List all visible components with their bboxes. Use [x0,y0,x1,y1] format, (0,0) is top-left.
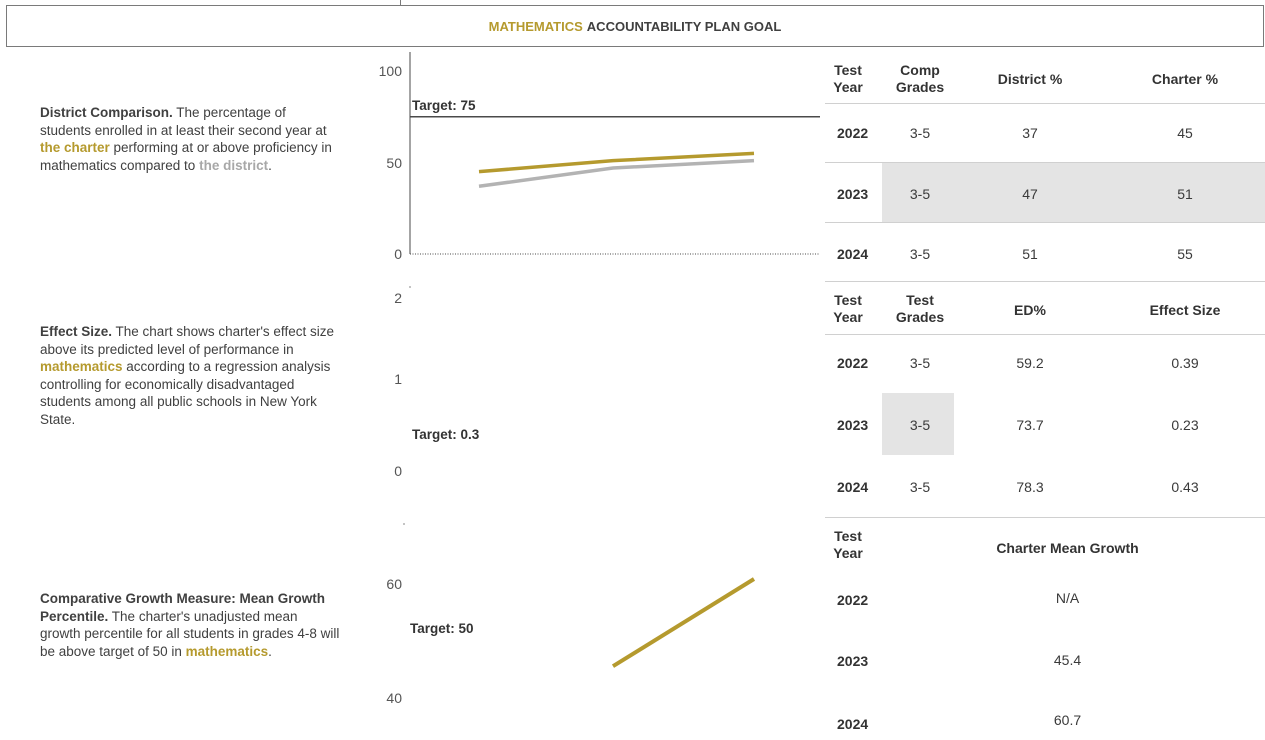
t2-shade-grades [882,393,954,455]
chart1-ytick: 100 [378,63,402,79]
t1-divider [825,162,1265,163]
t3-row-value: 45.4 [1053,652,1082,668]
t3-row-year: 2022 [837,592,869,608]
chart1-district-line [478,158,755,189]
t1-header-year-l2: Year [833,79,863,95]
chart3-ytick: 60 [386,576,402,592]
t3-row-value: 60.7 [1053,712,1082,728]
t1-header-year: Test Year [830,62,866,96]
t2-row-year: 2022 [837,355,869,371]
district-comparison-description: District Comparison. The percentage of s… [40,104,340,174]
t3-row-year: 2024 [837,716,869,732]
t2-header-grades-l1: Test [906,292,934,308]
t2-row-effect: 0.23 [1171,417,1199,433]
desc-text: performing at or above proficiency in ma… [40,140,332,173]
chart1-ytick: 0 [394,246,402,262]
t1-header-district: District % [997,71,1063,87]
t2-divider [825,334,1265,335]
header-title: ACCOUNTABILITY PLAN GOAL [586,18,782,34]
t1-row-district: 51 [1022,246,1038,262]
t2-row-year: 2024 [837,479,869,495]
t3-row-year: 2023 [837,653,869,669]
t1-shade-values [955,163,1265,222]
desc-bold: District Comparison. [40,105,173,120]
chart2-ytick: 1 [394,371,402,387]
t1-shade-grades [882,163,955,222]
t1-row-charter: 51 [1177,186,1193,202]
t1-divider [825,103,1265,104]
t2-row-ed: 78.3 [1016,479,1044,495]
growth-description: Comparative Growth Measure: Mean Growth … [40,590,340,660]
desc-text: The charter's unadjusted mean growth per… [40,608,340,659]
t2-row-ed: 73.7 [1016,417,1044,433]
chart1-ytick: 50 [386,155,402,171]
desc-district: the district [199,157,269,173]
t1-header-grades-l2: Grades [895,79,945,95]
t1-row-year: 2023 [837,186,869,202]
t2-header-year-l2: Year [833,309,863,325]
t2-header-ed: ED% [1014,302,1046,318]
t1-row-charter: 55 [1177,246,1193,262]
chart3-ytick: 40 [386,690,402,706]
t3-header-year: Test Year [830,528,866,562]
t2-header-grades-l2: Grades [895,309,945,325]
t1-row-grades: 3-5 [909,186,931,202]
t1-row-district: 47 [1022,186,1038,202]
desc-bold: Effect Size. [40,324,113,339]
desc-text: according to a regression analysis contr… [40,359,331,427]
t1-divider [825,222,1265,223]
t2-row-effect: 0.39 [1171,355,1199,371]
desc-text: . [268,157,272,173]
page-header: MATHEMATICS ACCOUNTABILITY PLAN GOAL [6,5,1264,47]
t1-row-district: 37 [1022,125,1038,141]
desc-text: The chart shows charter's effect size ab… [40,324,334,357]
header-accent: MATHEMATICS [488,18,583,34]
desc-math: mathematics [185,643,269,659]
t3-header-year-l1: Test [834,528,862,544]
t3-header-year-l2: Year [833,545,863,561]
chart2-ytick: 0 [394,463,402,479]
t2-row-grades: 3-5 [909,417,931,433]
chart1-target-label: Target: 75 [412,98,476,113]
t2-row-ed: 59.2 [1016,355,1044,371]
t2-header-year-l1: Test [834,292,862,308]
t2-header-grades: Test Grades [885,292,955,326]
desc-charter: the charter [40,140,110,155]
t2-header-year: Test Year [830,292,866,326]
t2-row-grades: 3-5 [909,355,931,371]
t2-row-grades: 3-5 [909,479,931,495]
chart3-charter-line [611,577,756,668]
header-tick [400,0,401,5]
chart1-charter-line [478,151,755,174]
t1-header-year-l1: Test [834,62,862,78]
t3-header-growth: Charter Mean Growth [996,540,1139,556]
t3-row-value: N/A [1055,590,1080,606]
t1-row-grades: 3-5 [909,246,931,262]
chart3-target-label: Target: 50 [410,621,474,636]
t2-row-year: 2023 [837,417,869,433]
t1-header-charter: Charter % [1151,71,1219,87]
chart2-target-label: Target: 0.3 [412,427,480,442]
t1-row-year: 2024 [837,246,869,262]
chart2-ytick: 2 [394,290,402,306]
t1-header-grades: Comp Grades [885,62,955,96]
desc-bold: Comparative Growth Measure: Mean Growth … [40,591,326,624]
t2-divider [825,517,1265,518]
effect-size-description: Effect Size. The chart shows charter's e… [40,323,340,428]
desc-text: The percentage of students enrolled in a… [40,105,327,138]
desc-text: . [268,643,272,659]
t1-row-year: 2022 [837,125,869,141]
desc-math: mathematics [40,359,123,374]
t1-divider [825,281,1265,282]
t1-row-grades: 3-5 [909,125,931,141]
t2-header-effect: Effect Size [1149,302,1221,318]
t2-row-effect: 0.43 [1171,479,1199,495]
t1-row-charter: 45 [1177,125,1193,141]
t1-header-grades-l1: Comp [900,62,940,78]
